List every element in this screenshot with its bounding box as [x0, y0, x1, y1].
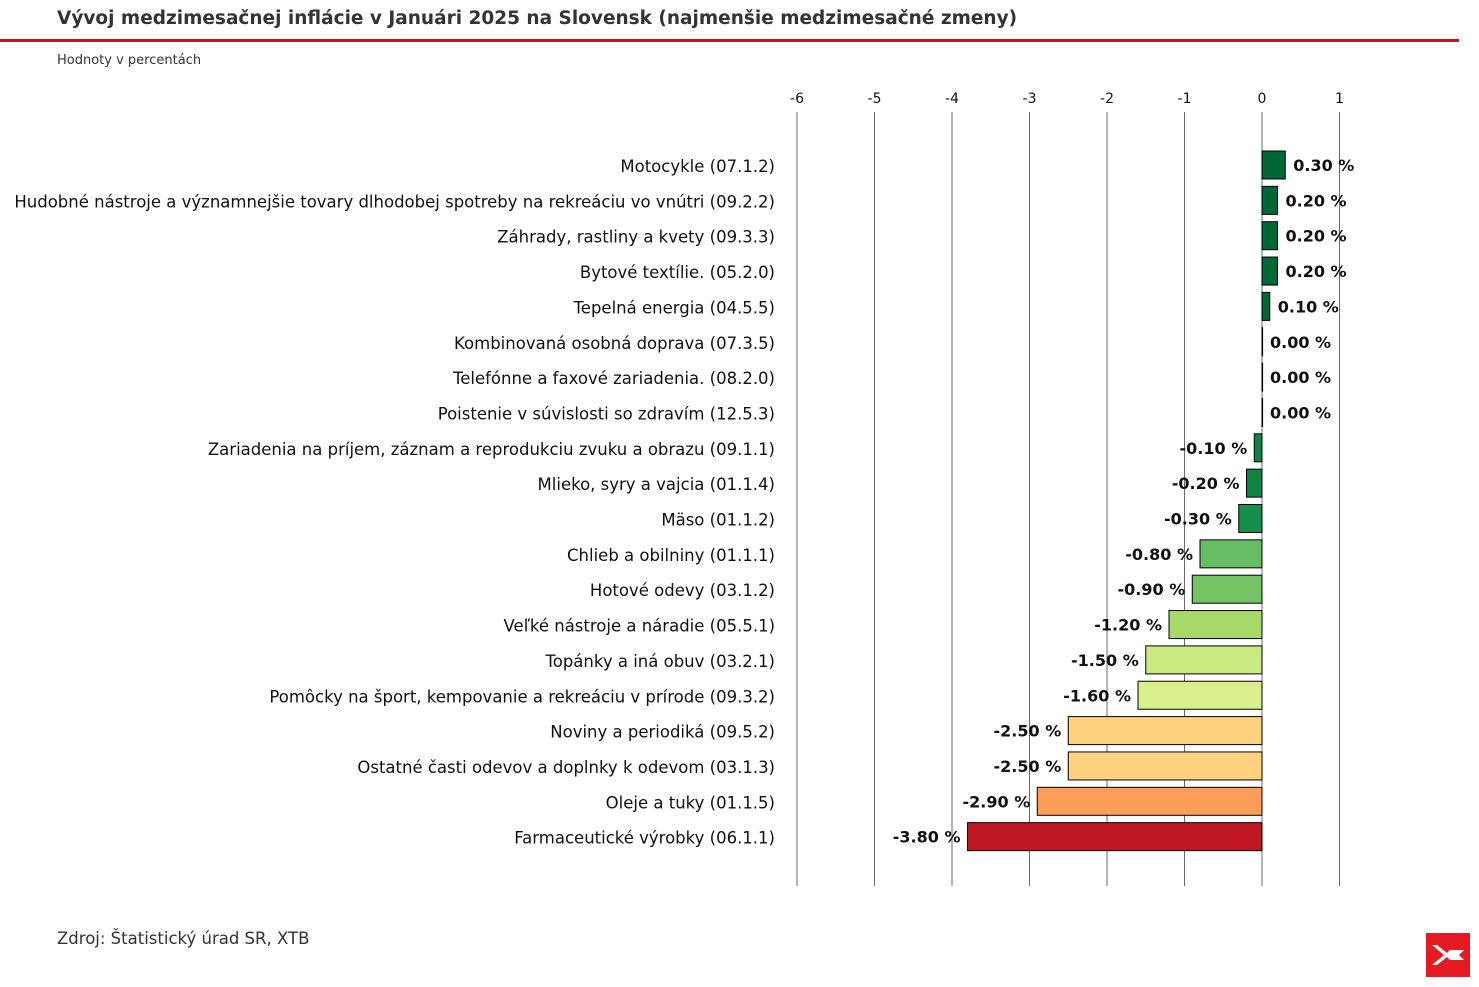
- bar: [1261, 327, 1264, 357]
- category-label: Zariadenia na príjem, záznam a reprodukc…: [208, 440, 775, 459]
- category-label: Ostatné časti odevov a doplnky k odevom …: [357, 758, 775, 777]
- x-tick-label: -1: [1178, 91, 1192, 107]
- bar: [1168, 610, 1263, 640]
- chart-subtitle: Hodnoty v percentách: [57, 53, 202, 68]
- value-label: -0.10 %: [1180, 439, 1248, 458]
- value-label: -1.50 %: [1071, 651, 1139, 670]
- value-label: -0.20 %: [1172, 474, 1240, 493]
- category-label: Bytové textílie. (05.2.0): [580, 263, 775, 282]
- bar: [1036, 786, 1263, 816]
- x-tick-label: 0: [1258, 91, 1267, 107]
- bars: [967, 150, 1286, 852]
- bar: [1238, 504, 1263, 533]
- category-label: Noviny a periodiká (09.5.2): [550, 723, 775, 742]
- title-divider: [0, 39, 1459, 42]
- bar: [1253, 433, 1263, 463]
- bar: [1261, 150, 1286, 180]
- value-label: -0.30 %: [1164, 510, 1232, 529]
- value-label: -2.50 %: [994, 757, 1062, 776]
- bar: [1199, 539, 1263, 569]
- value-label: -3.80 %: [893, 828, 961, 847]
- bar: [1137, 680, 1263, 710]
- value-label: 0.20 %: [1286, 262, 1347, 281]
- x-tick-label: 1: [1335, 91, 1344, 107]
- category-label: Veľké nástroje a náradie (05.5.1): [504, 617, 775, 636]
- category-label: Chlieb a obilniny (01.1.1): [567, 546, 775, 565]
- value-label: 0.10 %: [1278, 297, 1339, 316]
- value-labels: 0.30 % 0.20 % 0.20 % 0.20 % 0.10 % 0.00 % 0.00…: [893, 156, 1355, 847]
- bar: [1261, 291, 1271, 321]
- bar: [1261, 221, 1278, 251]
- value-label: 0.00 %: [1270, 333, 1331, 352]
- xtb-logo-icon: [1426, 933, 1470, 977]
- value-label: 0.20 %: [1286, 227, 1347, 246]
- value-label: -2.50 %: [994, 722, 1062, 741]
- value-label: -1.20 %: [1094, 616, 1162, 635]
- value-label: 0.20 %: [1286, 191, 1347, 210]
- category-label: Záhrady, rastliny a kvety (09.3.3): [497, 228, 775, 247]
- bar: [1261, 256, 1278, 286]
- category-label: Motocykle (07.1.2): [620, 157, 775, 176]
- source-note: Zdroj: Štatistický úrad SR, XTB: [57, 929, 310, 948]
- x-tick-label: -6: [790, 91, 804, 107]
- category-label: Farmaceutické výrobky (06.1.1): [514, 829, 775, 848]
- x-tick-label: -3: [1023, 91, 1037, 107]
- bar: [1261, 185, 1278, 215]
- category-labels: Motocykle (07.1.2) Hudobné nástroje a výz…: [14, 157, 775, 848]
- value-label: 0.30 %: [1293, 156, 1354, 175]
- x-tick-label: -2: [1100, 91, 1114, 107]
- bar: [1145, 645, 1263, 675]
- category-label: Mlieko, syry a vajcia (01.1.4): [538, 475, 775, 494]
- category-label: Kombinovaná osobná doprava (07.3.5): [454, 334, 775, 353]
- bar: [1246, 468, 1263, 498]
- value-label: 0.00 %: [1270, 403, 1331, 422]
- chart-title: Vývoj medzimesačnej inflácie v Januári 2…: [57, 8, 1018, 29]
- value-label: -1.60 %: [1063, 686, 1131, 705]
- value-label: -2.90 %: [963, 792, 1031, 811]
- bar: [1261, 397, 1264, 427]
- value-label: -0.80 %: [1125, 545, 1193, 564]
- bar: [1261, 362, 1264, 392]
- bar: [1067, 751, 1263, 781]
- bar: [967, 822, 1263, 852]
- x-tick-label: -5: [868, 91, 882, 107]
- category-label: Telefónne a faxové zariadenia. (08.2.0): [452, 369, 775, 388]
- category-label: Poistenie v súvislosti so zdravím (12.5.…: [438, 404, 775, 423]
- category-label: Mäso (01.1.2): [661, 511, 775, 530]
- category-label: Topánky a iná obuv (03.2.1): [544, 652, 775, 671]
- category-label: Pomôcky na šport, kempovanie a rekreáciu…: [269, 687, 775, 706]
- bar: [1067, 716, 1263, 746]
- value-label: 0.00 %: [1270, 368, 1331, 387]
- category-label: Hotové odevy (03.1.2): [590, 581, 775, 600]
- category-label: Oleje a tuky (01.1.5): [606, 793, 775, 812]
- category-label: Tepelná energia (04.5.5): [573, 298, 775, 317]
- category-label: Hudobné nástroje a významnejšie tovary d…: [14, 192, 775, 211]
- bar: [1191, 574, 1263, 604]
- x-axis-ticks: -6 -5 -4 -3 -2 -1 0 1: [790, 91, 1344, 107]
- x-tick-label: -4: [945, 91, 959, 107]
- value-label: -0.90 %: [1118, 580, 1186, 599]
